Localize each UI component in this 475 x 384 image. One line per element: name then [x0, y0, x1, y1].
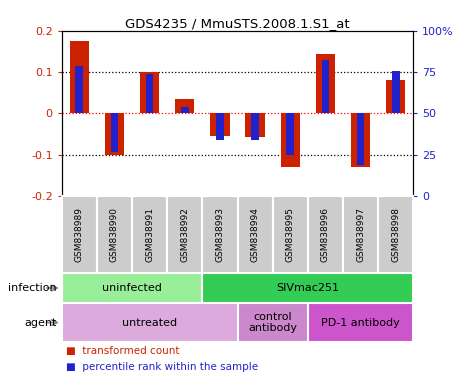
- Text: infection: infection: [9, 283, 57, 293]
- Bar: [76, 66, 83, 113]
- Text: GSM838993: GSM838993: [216, 207, 224, 262]
- Bar: [343, 196, 378, 273]
- Bar: [140, 72, 159, 113]
- Text: PD-1 antibody: PD-1 antibody: [321, 318, 400, 328]
- Text: SIVmac251: SIVmac251: [276, 283, 339, 293]
- Bar: [62, 196, 97, 273]
- Bar: [97, 196, 132, 273]
- Text: GSM838995: GSM838995: [286, 207, 294, 262]
- Text: GSM838997: GSM838997: [356, 207, 365, 262]
- Bar: [273, 196, 308, 273]
- Bar: [202, 196, 238, 273]
- Bar: [70, 41, 89, 113]
- Text: GSM838991: GSM838991: [145, 207, 154, 262]
- Bar: [181, 107, 189, 113]
- Text: GSM838994: GSM838994: [251, 207, 259, 262]
- Text: GSM838989: GSM838989: [75, 207, 84, 262]
- Bar: [351, 113, 370, 167]
- Bar: [146, 74, 153, 113]
- Text: GSM838998: GSM838998: [391, 207, 400, 262]
- Bar: [210, 113, 229, 136]
- Bar: [308, 303, 413, 342]
- Text: GSM838990: GSM838990: [110, 207, 119, 262]
- Bar: [111, 113, 118, 152]
- Bar: [316, 54, 335, 113]
- Bar: [238, 303, 308, 342]
- Text: ■  transformed count: ■ transformed count: [66, 346, 180, 356]
- Bar: [202, 273, 413, 303]
- Text: GSM838992: GSM838992: [180, 207, 189, 262]
- Bar: [308, 196, 343, 273]
- Bar: [286, 113, 294, 154]
- Bar: [62, 273, 202, 303]
- Bar: [175, 99, 194, 113]
- Text: agent: agent: [25, 318, 57, 328]
- Bar: [251, 113, 259, 140]
- Bar: [322, 60, 329, 113]
- Bar: [246, 113, 265, 137]
- Bar: [62, 303, 238, 342]
- Bar: [167, 196, 202, 273]
- Title: GDS4235 / MmuSTS.2008.1.S1_at: GDS4235 / MmuSTS.2008.1.S1_at: [125, 17, 350, 30]
- Bar: [216, 113, 224, 140]
- Text: GSM838996: GSM838996: [321, 207, 330, 262]
- Text: ■  percentile rank within the sample: ■ percentile rank within the sample: [66, 362, 258, 372]
- Text: uninfected: uninfected: [102, 283, 162, 293]
- Bar: [132, 196, 167, 273]
- Text: untreated: untreated: [122, 318, 177, 328]
- Bar: [105, 113, 124, 156]
- Bar: [357, 113, 364, 165]
- Bar: [238, 196, 273, 273]
- Bar: [392, 71, 399, 113]
- Text: control
antibody: control antibody: [248, 312, 297, 333]
- Bar: [386, 80, 405, 113]
- Bar: [281, 113, 300, 167]
- Bar: [378, 196, 413, 273]
